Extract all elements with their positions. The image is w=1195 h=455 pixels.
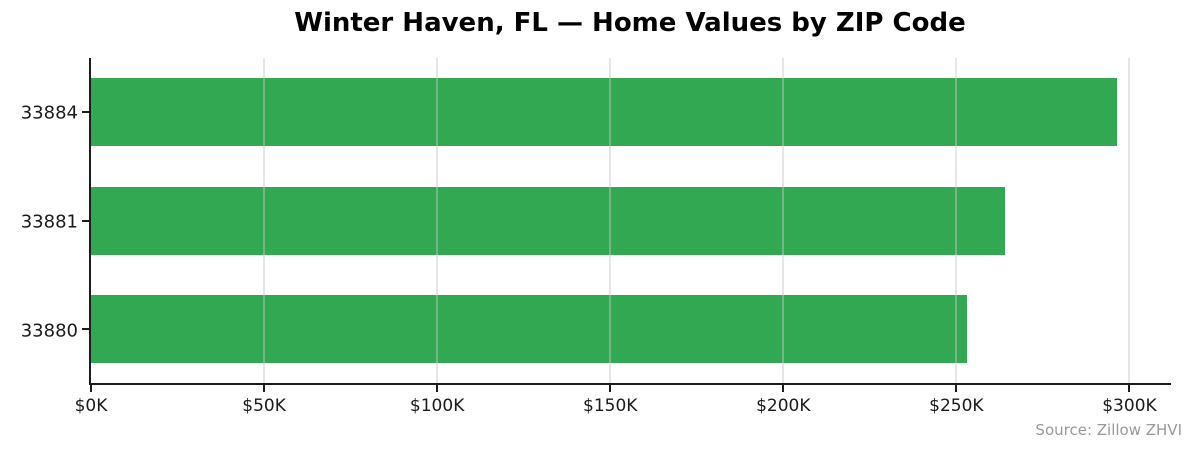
- x-tick-label: $300K: [1102, 396, 1157, 416]
- x-tick-label: $100K: [409, 396, 465, 416]
- x-tick-label: $50K: [242, 396, 286, 416]
- gridline: [436, 58, 439, 383]
- x-tick-mark: [955, 385, 958, 392]
- gridline: [782, 58, 785, 383]
- x-tick-label: $150K: [583, 396, 638, 416]
- chart-title: Winter Haven, FL — Home Values by ZIP Co…: [294, 8, 966, 38]
- y-tick-mark: [82, 327, 89, 330]
- x-tick-mark: [436, 385, 439, 392]
- x-tick-labels: $0K $50K $100K $150K $200K $250K $300K: [75, 396, 1171, 420]
- bar-33880: [91, 294, 967, 363]
- x-tick-mark: [90, 385, 92, 392]
- gridline: [263, 58, 266, 383]
- x-tick-label: $0K: [74, 396, 108, 416]
- y-tick-label: 33880: [20, 320, 78, 341]
- gridline: [1128, 58, 1131, 383]
- x-tick-mark: [609, 385, 612, 392]
- source-note: Source: Zillow ZHVI: [1035, 421, 1182, 439]
- y-tick-mark: [82, 111, 89, 114]
- bar-33881: [91, 186, 1005, 255]
- y-tick-label: 33884: [20, 102, 78, 123]
- x-tick-label: $250K: [929, 396, 984, 416]
- plot-area: [82, 58, 1171, 392]
- y-tick-label: 33881: [20, 211, 78, 232]
- x-tick-label: $200K: [756, 396, 811, 416]
- y-tick-mark: [82, 219, 89, 222]
- x-tick-mark: [1128, 385, 1131, 392]
- gridline: [609, 58, 612, 383]
- y-tick-labels: 33884 33881 33880: [0, 58, 78, 385]
- bar-33884: [91, 78, 1118, 147]
- gridline: [955, 58, 958, 383]
- x-tick-mark: [263, 385, 266, 392]
- x-tick-mark: [782, 385, 785, 392]
